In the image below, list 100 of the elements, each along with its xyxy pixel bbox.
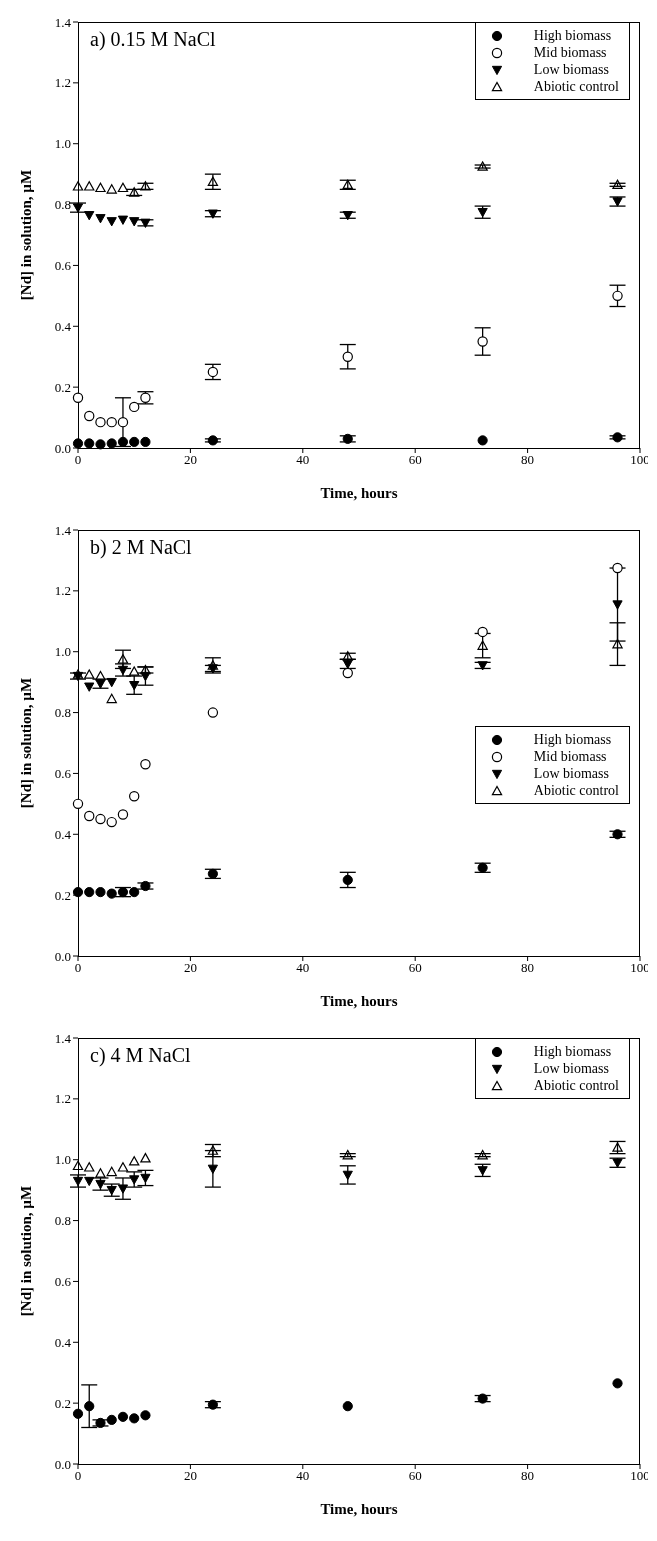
point: [106, 217, 117, 227]
legend-label: Low biomass: [533, 765, 609, 782]
point: [95, 813, 106, 825]
y-tick-label: 0.2: [54, 379, 71, 395]
point: [106, 438, 117, 449]
point: [612, 600, 623, 610]
point: [477, 626, 488, 638]
point: [95, 1168, 106, 1178]
point: [140, 880, 151, 892]
y-tick-label: 1.2: [54, 583, 71, 599]
chart-title: a) 0.15 M NaCl: [90, 28, 216, 51]
point: [84, 1162, 95, 1172]
point: [477, 862, 488, 873]
point: [117, 215, 129, 225]
legend-label: Mid biomass: [533, 748, 607, 765]
y-tick-label: 1.4: [54, 14, 72, 30]
point: [477, 1149, 488, 1160]
point: [207, 435, 218, 446]
point: [106, 888, 117, 899]
point: [95, 670, 106, 681]
point: [140, 671, 151, 682]
chart-title: b) 2 M NaCl: [90, 536, 192, 559]
point: [129, 217, 140, 227]
legend-label: Abiotic control: [533, 78, 619, 95]
point: [477, 1166, 488, 1176]
x-tick-label: 40: [296, 960, 310, 976]
point: [84, 438, 95, 449]
point: [342, 1401, 353, 1412]
point: [95, 439, 106, 450]
point: [106, 677, 117, 688]
point: [140, 1152, 151, 1163]
point: [207, 660, 219, 670]
x-tick-label: 40: [296, 1468, 310, 1484]
x-tick-label: 80: [521, 452, 535, 468]
point: [342, 433, 353, 444]
y-tick-label: 0.8: [54, 1213, 71, 1229]
point: [95, 214, 106, 224]
point: [72, 438, 84, 449]
point: [207, 1399, 218, 1410]
point: [106, 184, 117, 194]
point: [207, 176, 219, 187]
point: [95, 1179, 106, 1190]
y-axis-title: [Nd] in solution, µM: [18, 677, 35, 809]
x-axis-title: Time, hours: [320, 485, 398, 501]
point: [106, 1414, 117, 1425]
point: [84, 1176, 95, 1187]
y-tick-label: 0.0: [54, 440, 71, 456]
point: [477, 435, 488, 446]
point: [84, 211, 95, 221]
x-tick-label: 60: [408, 452, 422, 468]
y-tick-label: 0.0: [54, 948, 71, 964]
y-tick-label: 0.4: [54, 1334, 72, 1350]
point: [207, 868, 218, 879]
point: [342, 874, 353, 886]
point: [106, 1185, 117, 1196]
point: [342, 1170, 353, 1181]
point: [117, 182, 129, 193]
point: [612, 562, 623, 574]
x-axis-title: Time, hours: [320, 1501, 398, 1517]
point: [72, 181, 84, 191]
point: [612, 829, 623, 840]
y-axis-title: [Nd] in solution, µM: [18, 1185, 35, 1317]
point: [95, 1417, 106, 1429]
point: [95, 679, 106, 689]
y-tick-label: 1.4: [54, 522, 72, 538]
x-tick-label: 0: [74, 1468, 82, 1484]
x-tick-label: 40: [296, 452, 310, 468]
x-tick-label: 60: [408, 960, 422, 976]
y-tick-label: 0.6: [54, 1274, 72, 1290]
point: [477, 640, 488, 650]
point: [612, 432, 623, 443]
point: [612, 197, 623, 207]
point: [612, 638, 623, 649]
point: [477, 336, 488, 347]
point: [95, 182, 106, 193]
point: [129, 666, 140, 676]
y-tick-label: 1.0: [54, 136, 71, 152]
point: [612, 290, 623, 302]
point: [140, 436, 151, 448]
y-tick-label: 0.0: [54, 1456, 71, 1472]
point: [117, 416, 129, 428]
point: [129, 887, 140, 898]
y-tick-label: 0.8: [54, 197, 71, 213]
y-tick-label: 0.4: [54, 826, 72, 842]
x-axis-title: Time, hours: [320, 993, 398, 1009]
point: [106, 416, 117, 428]
point: [477, 661, 488, 671]
x-tick-label: 20: [183, 452, 197, 468]
point: [84, 410, 95, 422]
point: [72, 1160, 84, 1171]
x-tick-label: 20: [183, 960, 197, 976]
point: [207, 707, 219, 718]
x-tick-label: 0: [74, 960, 82, 976]
point: [477, 1393, 488, 1404]
y-tick-label: 1.4: [54, 1030, 72, 1046]
point: [106, 693, 117, 704]
y-tick-label: 0.8: [54, 705, 71, 721]
y-tick-label: 0.4: [54, 318, 72, 334]
chart-title: c) 4 M NaCl: [90, 1044, 191, 1067]
point: [95, 887, 106, 898]
